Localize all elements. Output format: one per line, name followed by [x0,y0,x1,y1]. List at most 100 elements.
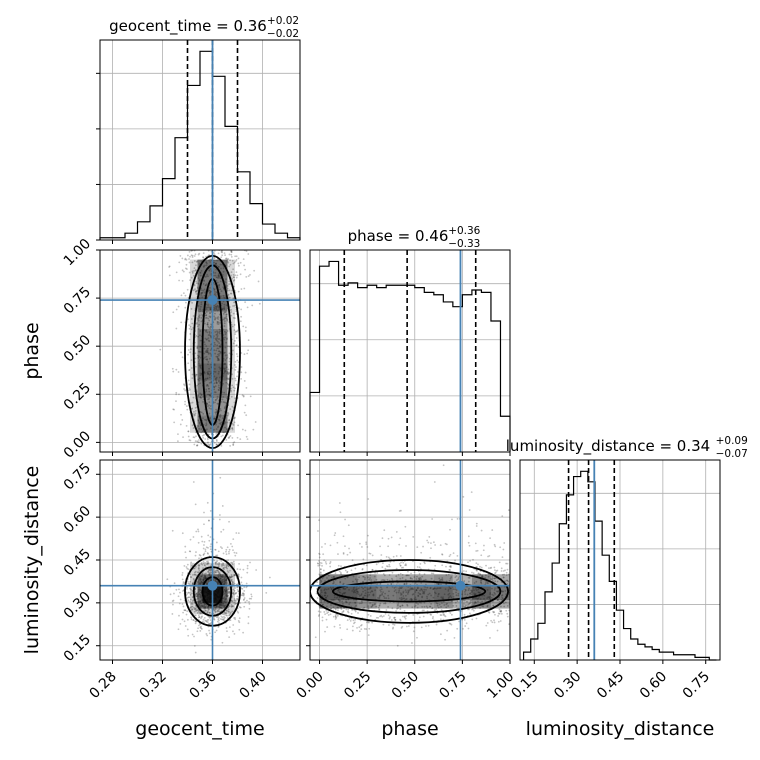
sample-point [191,633,194,636]
sample-point [186,254,189,257]
sample-point [500,581,503,583]
sample-point [405,574,408,577]
sample-point [197,567,200,570]
sample-point [217,610,220,613]
sample-point [385,597,388,600]
sample-point [342,552,345,555]
sample-point [463,603,465,605]
sample-point [183,383,185,386]
sample-point [450,623,453,626]
sample-point [213,609,216,611]
sample-point [425,605,428,608]
sample-point [336,606,339,609]
sample-point [172,370,175,373]
truth-marker [207,580,218,591]
sample-point [227,414,229,417]
sample-point [214,312,216,315]
sample-point [386,583,389,586]
sample-point [229,579,232,581]
sample-point [447,597,450,600]
sample-point [202,553,205,556]
sample-point [223,252,226,255]
sample-point [203,322,206,325]
sample-point [207,571,209,573]
sample-point [364,594,367,597]
sample-point [424,562,426,565]
sample-point [193,255,196,257]
sample-point [484,600,487,602]
sample-point [324,588,326,590]
sample-point [326,595,329,597]
sample-point [405,545,407,547]
sample-point [171,367,174,370]
sample-point [191,424,194,427]
sample-point [381,593,383,596]
sample-point [493,566,496,569]
sample-point [440,609,443,611]
sample-point [390,583,393,585]
sample-point [475,525,478,527]
sample-point [195,280,198,283]
density-cell [227,259,235,277]
sample-point [366,546,369,548]
sample-point [449,612,452,614]
sample-point [402,591,405,594]
sample-point [382,579,385,582]
sample-point [209,315,212,318]
sample-point [351,608,354,611]
sample-point [445,565,447,568]
sample-point [190,276,193,279]
sample-point [228,360,231,363]
sample-point [494,587,496,590]
sample-point [246,352,249,355]
sample-point [191,271,194,274]
sample-point [209,572,212,575]
sample-point [187,430,190,433]
sample-point [360,586,363,589]
sample-point [398,562,401,565]
histogram-step [309,260,511,452]
sample-point [379,602,382,605]
sample-point [337,564,340,567]
sample-point [469,600,472,602]
sample-point [225,566,228,568]
sample-point [184,545,187,548]
sample-point [223,615,225,618]
sample-point [503,573,506,576]
sample-point [446,629,449,632]
sample-point [230,576,233,579]
sample-point [239,602,241,604]
sample-point [404,525,407,528]
sample-point [238,264,240,267]
sample-point [171,600,174,603]
sample-point [422,590,424,593]
sample-point [225,566,228,569]
sample-point [223,613,226,616]
sample-point [226,318,229,321]
sample-point [241,594,244,597]
sample-point [234,274,237,277]
sample-point [347,611,350,614]
sample-point [369,587,372,589]
sample-point [214,631,217,634]
sample-point [234,592,237,595]
sample-point [369,577,371,579]
sample-point [243,605,246,608]
sample-point [363,594,366,597]
sample-point [394,618,396,621]
sample-point [197,541,200,544]
sample-point [396,644,399,647]
sample-point [488,611,491,614]
density-cell [414,585,434,600]
sample-point [218,616,220,619]
sample-point [197,441,199,444]
sample-point [330,599,333,601]
sample-point [201,313,204,316]
sample-point [190,254,193,257]
sample-point [239,273,242,276]
sample-point [204,438,207,440]
sample-point [243,264,246,267]
sample-point [248,603,251,605]
sample-point [414,601,417,604]
sample-point [191,256,194,258]
